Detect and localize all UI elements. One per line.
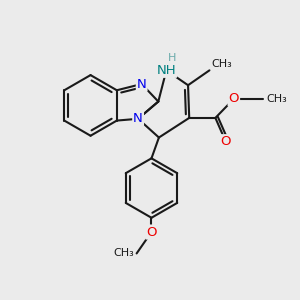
Text: NH: NH [157, 64, 176, 77]
Text: N: N [137, 77, 147, 91]
Text: CH₃: CH₃ [266, 94, 287, 104]
Text: N: N [133, 112, 143, 125]
Text: H: H [167, 53, 176, 64]
Text: CH₃: CH₃ [113, 248, 134, 258]
Text: CH₃: CH₃ [212, 59, 232, 69]
Text: O: O [220, 135, 231, 148]
Text: O: O [229, 92, 239, 105]
Text: O: O [146, 226, 157, 238]
